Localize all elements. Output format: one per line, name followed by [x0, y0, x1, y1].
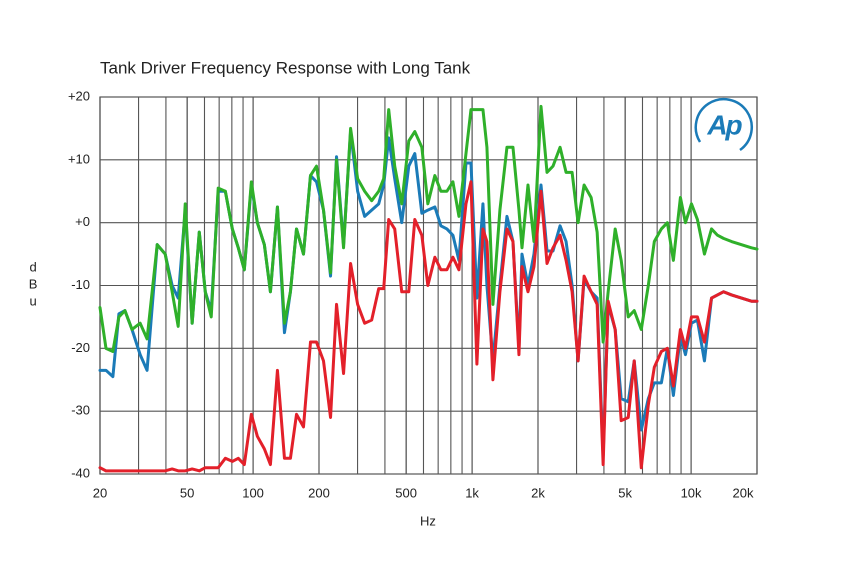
x-tick-label: 20k	[733, 485, 754, 500]
x-tick-label: 1k	[465, 485, 479, 500]
x-axis-label: Hz	[420, 513, 436, 528]
x-tick-label: 20	[93, 485, 107, 500]
chart-title: Tank Driver Frequency Response with Long…	[100, 58, 471, 77]
series-line	[98, 180, 759, 473]
x-tick-label: 200	[308, 485, 330, 500]
x-tick-label: 500	[395, 485, 417, 500]
series-line	[98, 104, 759, 353]
logo: Ap	[694, 97, 754, 152]
y-tick-label: +10	[68, 151, 90, 166]
x-tick-label: 10k	[681, 485, 702, 500]
x-tick-label: 100	[242, 485, 264, 500]
y-tick-label: -40	[71, 465, 90, 480]
y-tick-label: -30	[71, 403, 90, 418]
x-tick-label: 5k	[618, 485, 632, 500]
x-tick-label: 2k	[531, 485, 545, 500]
plot-border	[99, 96, 758, 475]
y-tick-label: +20	[68, 88, 90, 103]
y-tick-label: -10	[71, 277, 90, 292]
x-tick-label: 50	[180, 485, 194, 500]
logo-text: Ap	[706, 109, 742, 140]
y-axis-label: dBu	[26, 260, 41, 311]
y-tick-label: +0	[75, 214, 90, 229]
logo-ring	[694, 97, 754, 152]
y-tick-label: -20	[71, 340, 90, 355]
